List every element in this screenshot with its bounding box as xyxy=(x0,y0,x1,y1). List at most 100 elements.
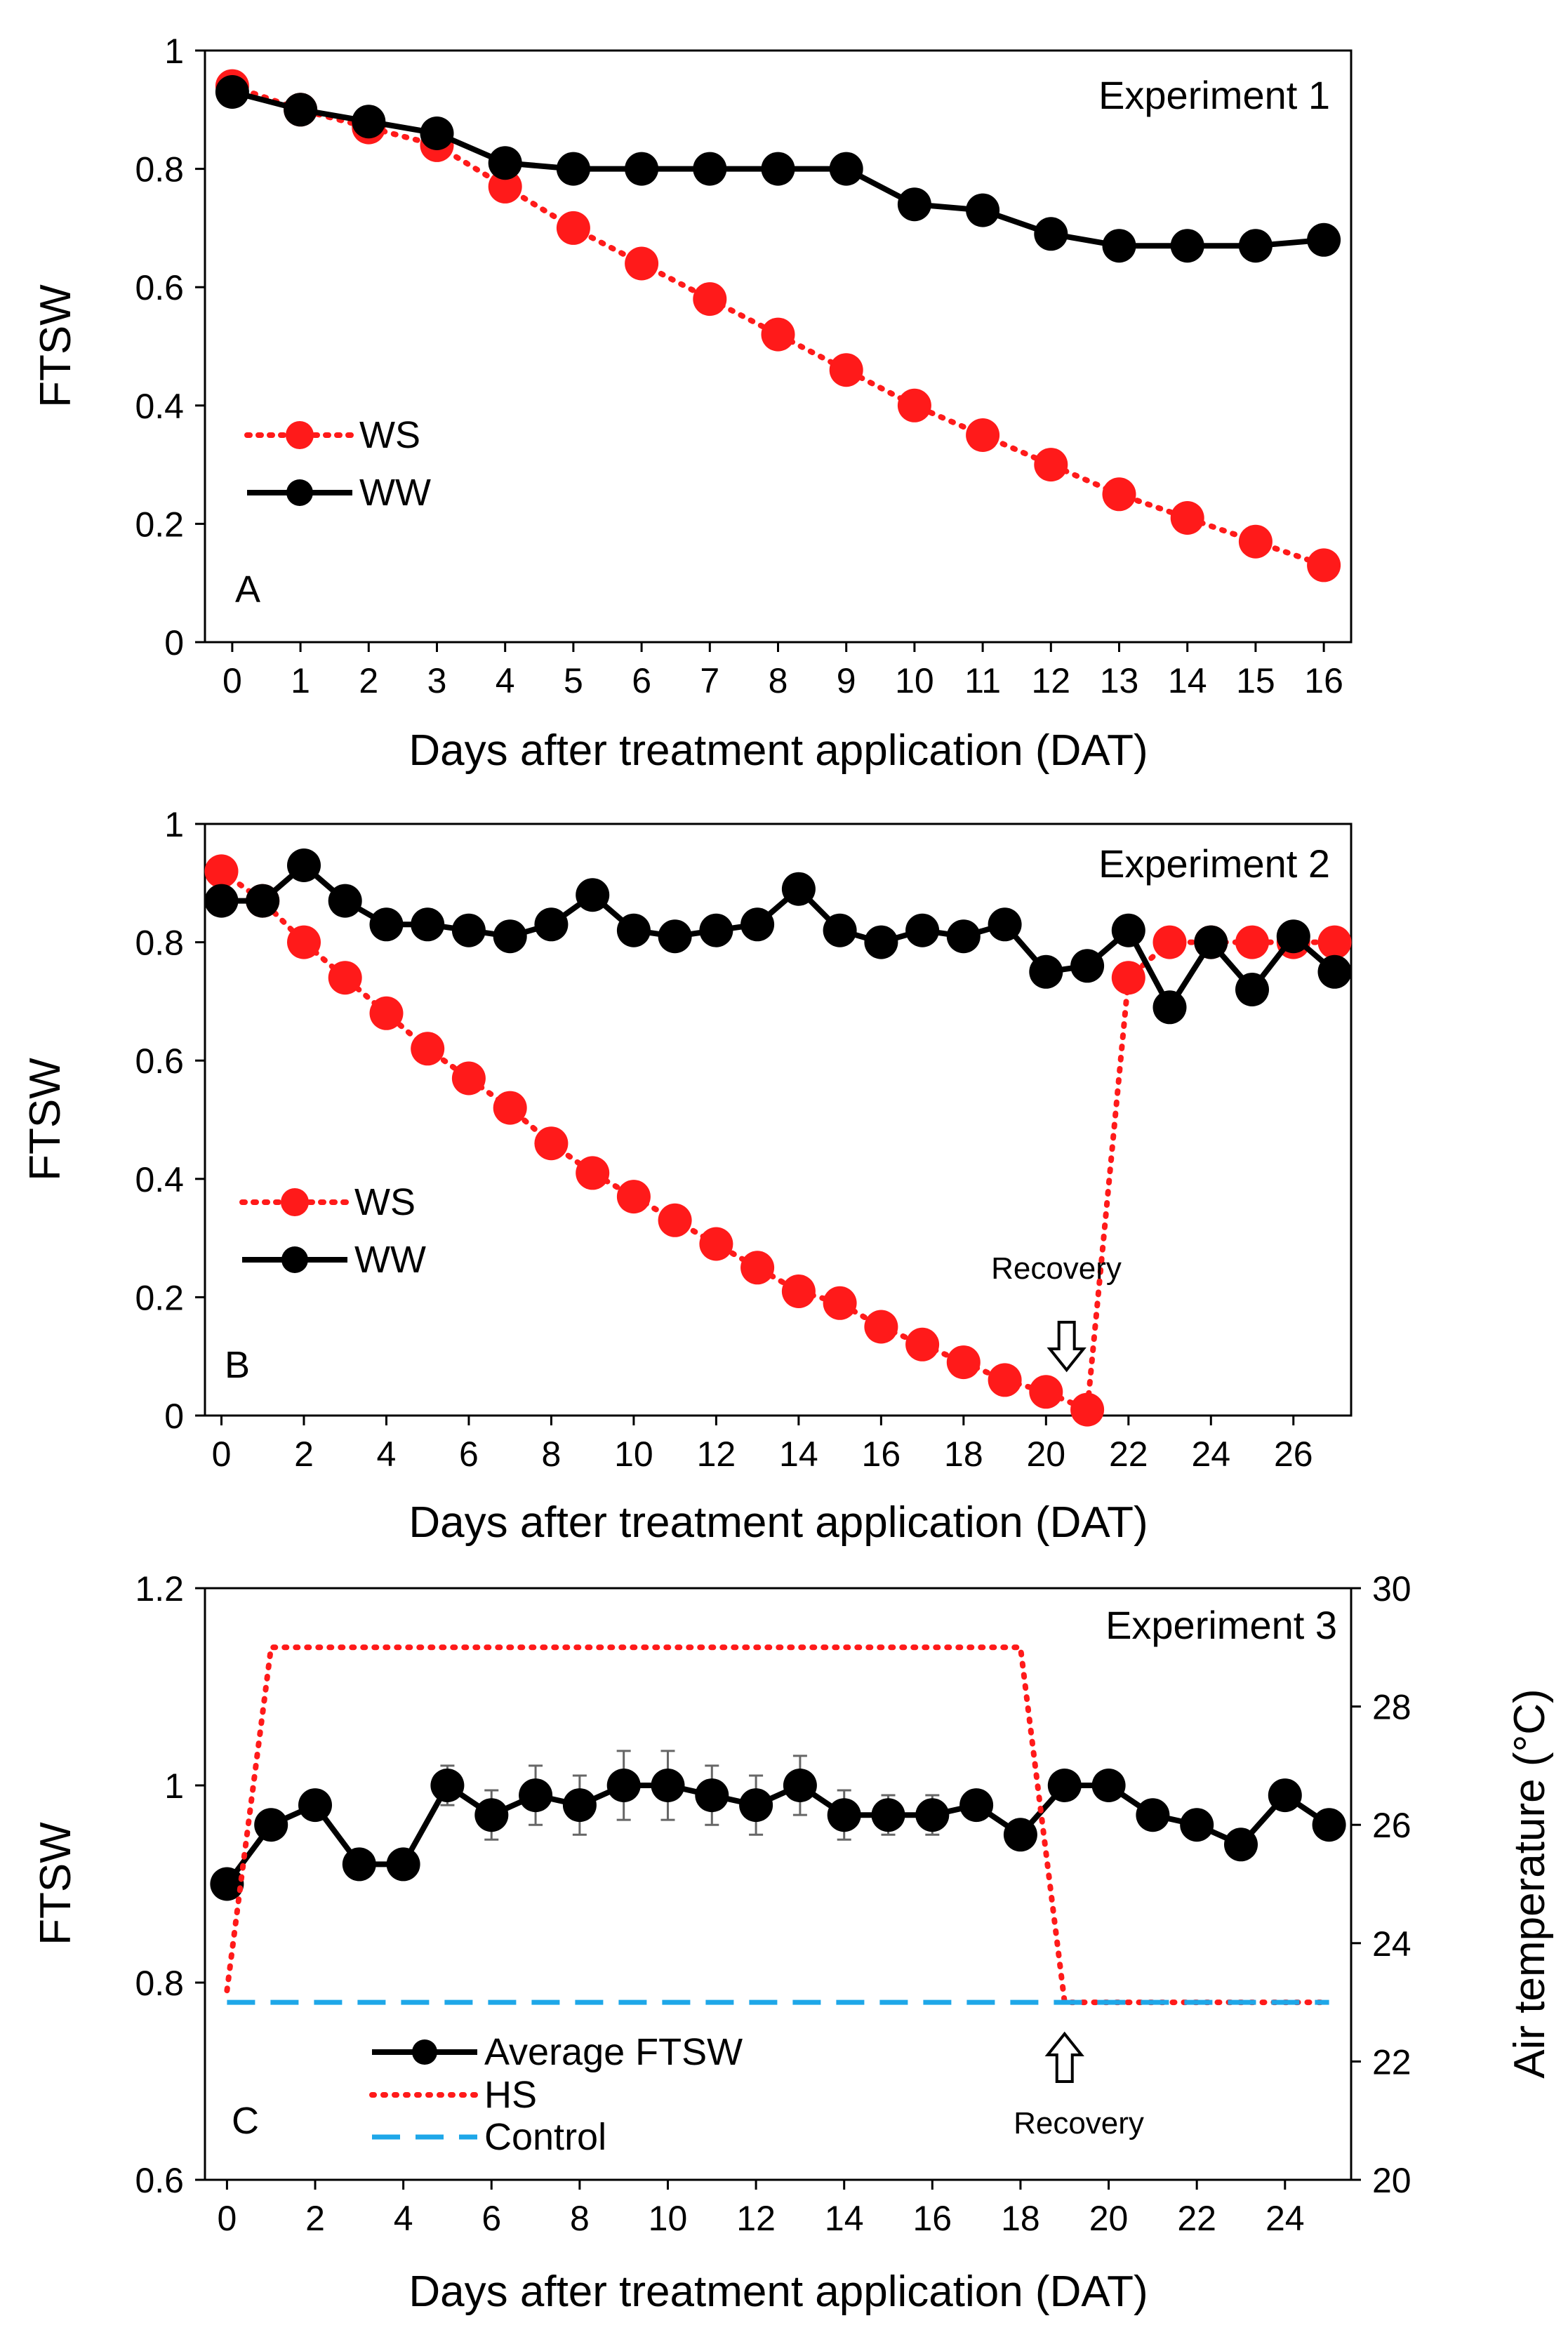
ws-point xyxy=(740,1251,775,1285)
panel-c-y-axis-label: FTSW xyxy=(32,1822,80,1945)
x-tick-label: 14 xyxy=(1168,661,1207,700)
average-ftsw-point xyxy=(562,1788,597,1823)
legend-ws-marker xyxy=(281,1188,309,1216)
ws-point xyxy=(966,418,1000,452)
x-tick-label: 14 xyxy=(825,2199,864,2238)
average-ftsw-point xyxy=(1312,1808,1346,1842)
average-ftsw-point xyxy=(606,1769,641,1802)
panel-b-marks xyxy=(204,848,1352,1427)
average-ftsw-point xyxy=(210,1867,244,1901)
y2-tick-label: 20 xyxy=(1372,2161,1411,2200)
x-tick-label: 16 xyxy=(862,1434,901,1474)
ws-point xyxy=(625,246,659,281)
panel-a-letter: A xyxy=(235,568,260,611)
x-tick-label: 7 xyxy=(700,661,719,700)
legend-ws-marker xyxy=(286,421,314,449)
average-ftsw-point xyxy=(1268,1778,1302,1813)
average-ftsw-point xyxy=(254,1808,288,1842)
average-ftsw-point xyxy=(474,1798,509,1832)
average-ftsw-point xyxy=(871,1798,905,1832)
average-ftsw-point xyxy=(1047,1769,1082,1802)
ww-point xyxy=(1070,949,1105,983)
ws-point xyxy=(451,1061,486,1096)
x-tick-label: 0 xyxy=(222,661,242,700)
y-tick-label: 0 xyxy=(164,623,184,663)
ws-point xyxy=(1102,477,1136,512)
average-ftsw-point xyxy=(1091,1769,1126,1802)
recovery-arrow-icon xyxy=(1047,1321,1087,1373)
recovery-label: Recovery xyxy=(991,1251,1122,1286)
panel-c: 0 2 4 6 8 10 12 14 16 18 20 22 240.60.811.2202224262… xyxy=(32,1569,1554,2316)
average-ftsw-point xyxy=(739,1788,773,1823)
ws-point xyxy=(988,1363,1022,1397)
panel-c-annotation: Experiment 3 xyxy=(1105,1603,1337,1647)
ws-point xyxy=(1170,501,1204,535)
y-tick-label: 1 xyxy=(164,805,184,844)
x-tick-label: 13 xyxy=(1100,661,1139,700)
y-tick-label: 0.4 xyxy=(135,1160,184,1199)
x-tick-label: 12 xyxy=(697,1434,736,1474)
x-tick-label: 15 xyxy=(1236,661,1275,700)
y-tick-label: 1.2 xyxy=(135,1569,184,1609)
ws-point xyxy=(658,1203,692,1237)
y-tick-label: 0.8 xyxy=(135,924,184,963)
legend-ftsw-marker xyxy=(412,2039,437,2065)
average-ftsw-point xyxy=(695,1778,729,1813)
ws-point xyxy=(761,317,795,352)
recovery-arrow-icon xyxy=(1044,2031,1084,2083)
x-tick-label: 6 xyxy=(459,1434,479,1474)
panel-b-plot-frame xyxy=(204,823,1353,1417)
average-ftsw-point xyxy=(651,1769,685,1802)
ws-point xyxy=(493,1091,527,1125)
ww-point xyxy=(823,913,857,947)
x-tick-label: 10 xyxy=(614,1434,653,1474)
ww-point xyxy=(1029,954,1063,989)
y2-tick-label: 28 xyxy=(1372,1688,1411,1727)
x-tick-label: 20 xyxy=(1027,1434,1066,1474)
ww-point xyxy=(988,907,1022,942)
panel-c-x-axis-label: Days after treatment application (DAT) xyxy=(408,2268,1148,2316)
ww-point xyxy=(1238,229,1273,263)
average-ftsw-point xyxy=(298,1788,332,1823)
ws-point xyxy=(864,1310,898,1344)
ww-point xyxy=(352,105,386,139)
ww-point xyxy=(204,884,239,918)
panel-c-marks xyxy=(210,1644,1346,2006)
y-tick-label: 0.6 xyxy=(135,268,184,307)
ws-point xyxy=(1029,1375,1063,1409)
average-ftsw-point xyxy=(827,1798,861,1832)
x-tick-label: 11 xyxy=(964,661,1001,700)
y-tick-label: 1 xyxy=(164,32,184,71)
ww-point xyxy=(761,152,795,186)
y-tick-label: 0 xyxy=(164,1397,184,1436)
x-tick-label: 5 xyxy=(564,661,583,700)
ws-point xyxy=(287,925,321,959)
ws-point xyxy=(1317,925,1352,959)
y-tick-label: 0.2 xyxy=(135,505,184,544)
panel-a-x-axis-label: Days after treatment application (DAT) xyxy=(408,726,1148,775)
ww-point xyxy=(966,193,1000,227)
panel-c-y2-axis-label: Air temperature (°C) xyxy=(1506,1689,1554,2078)
ww-series-line xyxy=(221,863,1337,1011)
x-tick-label: 20 xyxy=(1089,2199,1129,2238)
x-tick-label: 10 xyxy=(895,661,934,700)
legend-hs-label: HS xyxy=(484,2074,537,2116)
ww-point xyxy=(1235,973,1269,1006)
ws-point xyxy=(1111,961,1145,995)
legend-control-label: Control xyxy=(484,2116,606,2158)
panel-b-legend: WS WW xyxy=(239,1181,426,1281)
ww-point xyxy=(829,152,863,186)
legend-ww-label: WW xyxy=(354,1239,426,1281)
legend-ftsw-label: Average FTSW xyxy=(484,2031,743,2073)
legend-ww-marker xyxy=(281,1246,308,1273)
y-tick-label: 0.8 xyxy=(135,1964,184,2003)
x-tick-label: 2 xyxy=(305,2199,325,2238)
ws-point xyxy=(1307,548,1341,582)
x-tick-label: 0 xyxy=(212,1434,232,1474)
average-ftsw-point xyxy=(430,1769,465,1802)
panel-c-letter: C xyxy=(232,2100,259,2142)
y2-tick-label: 22 xyxy=(1372,2042,1411,2082)
panel-a-annotation: Experiment 1 xyxy=(1098,73,1330,117)
